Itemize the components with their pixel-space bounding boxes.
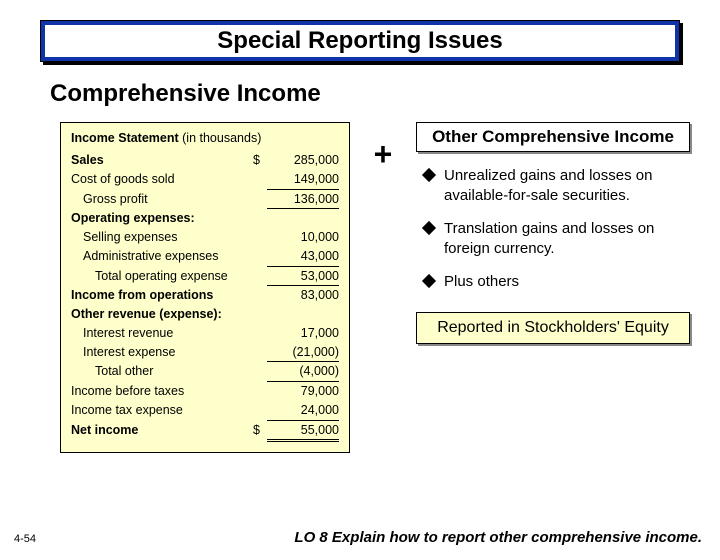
slide-number: 4-54	[14, 533, 134, 545]
row-value: 79,000	[267, 382, 339, 401]
row-label: Total other	[71, 362, 267, 382]
statement-heading-bold: Income Statement	[71, 131, 179, 145]
diamond-icon	[422, 274, 436, 288]
row-value	[267, 305, 339, 324]
statement-row: Interest revenue17,000	[71, 324, 339, 343]
bullet-text: Translation gains and losses on foreign …	[444, 219, 686, 258]
income-statement: Income Statement (in thousands) Sales$28…	[60, 122, 350, 453]
statement-rows: Sales$285,000Cost of goods sold149,000Gr…	[71, 151, 339, 442]
row-label: Income tax expense	[71, 401, 267, 421]
statement-row: Gross profit136,000	[71, 190, 339, 210]
row-label: Operating expenses:	[71, 209, 267, 228]
list-item: Plus others	[424, 272, 686, 292]
statement-row: Total operating expense53,000	[71, 267, 339, 287]
statement-row: Cost of goods sold149,000	[71, 170, 339, 190]
row-value: 136,000	[267, 190, 339, 210]
row-value	[267, 209, 339, 228]
list-item: Translation gains and losses on foreign …	[424, 219, 686, 258]
statement-row: Operating expenses:	[71, 209, 339, 228]
statement-row: Total other(4,000)	[71, 362, 339, 382]
learning-objective: LO 8 Explain how to report other compreh…	[134, 529, 702, 546]
statement-row: Interest expense(21,000)	[71, 343, 339, 363]
row-value: 53,000	[267, 267, 339, 287]
row-label: Other revenue (expense):	[71, 305, 267, 324]
statement-row: Other revenue (expense):	[71, 305, 339, 324]
bullet-text: Unrealized gains and losses on available…	[444, 166, 686, 205]
row-label: Net income	[71, 421, 267, 443]
footer: 4-54 LO 8 Explain how to report other co…	[0, 529, 720, 546]
row-value: 149,000	[267, 170, 339, 190]
row-value: $55,000	[267, 421, 339, 443]
currency-symbol: $	[253, 421, 260, 440]
oci-bullet-list: Unrealized gains and losses on available…	[416, 166, 690, 306]
currency-symbol: $	[253, 151, 260, 170]
statement-row: Selling expenses10,000	[71, 228, 339, 247]
row-label: Gross profit	[71, 190, 267, 210]
row-label: Income from operations	[71, 286, 267, 305]
diamond-icon	[422, 168, 436, 182]
row-label: Interest revenue	[71, 324, 267, 343]
subtitle: Comprehensive Income	[50, 80, 720, 108]
row-label: Interest expense	[71, 343, 267, 363]
statement-row: Net income$55,000	[71, 421, 339, 443]
statement-row: Income from operations83,000	[71, 286, 339, 305]
statement-heading-rest: (in thousands)	[179, 131, 262, 145]
bullet-text: Plus others	[444, 272, 519, 292]
row-label: Total operating expense	[71, 267, 267, 287]
row-value: 17,000	[267, 324, 339, 343]
row-label: Income before taxes	[71, 382, 267, 401]
row-label: Cost of goods sold	[71, 170, 267, 190]
row-value: 24,000	[267, 401, 339, 421]
statement-row: Income before taxes79,000	[71, 382, 339, 401]
page-title: Special Reporting Issues	[45, 25, 675, 57]
equity-note: Reported in Stockholders' Equity	[416, 312, 690, 344]
right-column: Other Comprehensive Income Unrealized ga…	[416, 122, 690, 453]
diamond-icon	[422, 221, 436, 235]
title-bar: Special Reporting Issues	[40, 20, 680, 62]
statement-heading: Income Statement (in thousands)	[71, 131, 339, 145]
row-value: 43,000	[267, 247, 339, 267]
row-value: 10,000	[267, 228, 339, 247]
statement-row: Sales$285,000	[71, 151, 339, 170]
oci-header: Other Comprehensive Income	[416, 122, 690, 152]
row-value: $285,000	[267, 151, 339, 170]
row-value: (4,000)	[267, 362, 339, 382]
content-area: Income Statement (in thousands) Sales$28…	[60, 122, 690, 453]
statement-row: Income tax expense24,000	[71, 401, 339, 421]
list-item: Unrealized gains and losses on available…	[424, 166, 686, 205]
row-value: (21,000)	[267, 343, 339, 363]
row-value: 83,000	[267, 286, 339, 305]
statement-row: Administrative expenses43,000	[71, 247, 339, 267]
row-label: Sales	[71, 151, 267, 170]
row-label: Selling expenses	[71, 228, 267, 247]
row-label: Administrative expenses	[71, 247, 267, 267]
plus-symbol: +	[368, 122, 398, 453]
